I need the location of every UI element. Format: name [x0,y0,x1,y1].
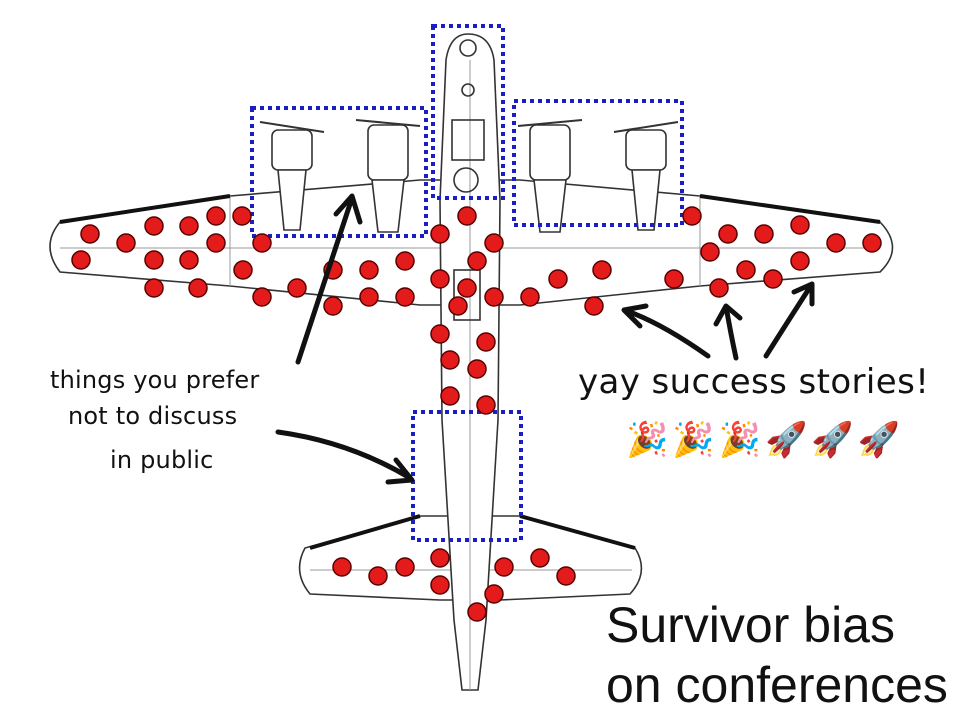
engine-inner-right [517,119,583,233]
engine-inner-left [355,119,421,233]
hit-dot [467,251,487,271]
party-popper-icon: 🎉 [672,420,719,460]
hit-dot [395,251,415,271]
hit-dot [682,206,702,226]
hit-dot [232,206,252,226]
hit-dot [368,566,388,586]
hit-dot [457,206,477,226]
hit-dot [287,278,307,298]
hit-dot [188,278,208,298]
bullet-hits [71,206,882,622]
hit-dot [144,216,164,236]
hit-dot [116,233,136,253]
undamaged-zones [250,24,684,542]
hit-dot [592,260,612,280]
rocket-icon: 🚀 [811,420,858,460]
hit-dot [206,233,226,253]
hit-dot [323,296,343,316]
hit-dot [790,215,810,235]
dashed-box-left-engines [250,106,428,238]
left-note-line-3: in public [110,446,214,474]
hit-dot [709,278,729,298]
hit-dot [754,224,774,244]
hit-dot [332,557,352,577]
hit-dot [144,278,164,298]
hit-dot [395,557,415,577]
hit-dot [826,233,846,253]
left-note-line-2: not to discuss [68,402,238,430]
arrow-to-engines [295,193,363,365]
engine-outer-left [259,121,325,231]
hit-dot [556,566,576,586]
hit-dot [476,332,496,352]
hit-dot [206,206,226,226]
hit-dot [763,269,783,289]
hit-dot [862,233,882,253]
hit-dot [252,287,272,307]
hit-dot [430,575,450,595]
arrow-success-2 [713,303,743,361]
hit-dot [790,251,810,271]
hit-dot [700,242,720,262]
hit-dot [467,359,487,379]
hit-dot [430,224,450,244]
rocket-icon: 🚀 [857,420,905,460]
title-line-2: on conferences [606,657,948,713]
hit-dot [233,260,253,280]
hit-dot [440,350,460,370]
hit-dot [395,287,415,307]
hit-dot [252,233,272,253]
hit-dot [80,224,100,244]
hit-dot [430,324,450,344]
dashed-box-tail [411,410,523,542]
hit-dot [484,287,504,307]
hit-dot [144,250,164,270]
dashed-box-right-engines [512,99,684,227]
hit-dot [448,296,468,316]
hit-dot [484,584,504,604]
hit-dot [530,548,550,568]
hand-arrows [275,193,815,485]
hit-dot [520,287,540,307]
hit-dot [476,395,496,415]
rocket-icon: 🚀 [765,420,812,460]
hit-dot [484,233,504,253]
hit-dot [584,296,604,316]
hit-dot [548,269,568,289]
hit-dot [179,250,199,270]
arrow-to-tail [275,429,415,485]
arrow-success-1 [621,303,711,359]
party-popper-icon: 🎉 [718,420,766,460]
hit-dot [71,250,91,270]
hit-dot [359,260,379,280]
engine-outer-right [613,121,679,231]
arrow-success-3 [763,281,815,359]
hit-dot [430,548,450,568]
emoji-row: 🎉🎉🎉🚀🚀🚀 [626,420,904,460]
dashed-box-cockpit [431,24,505,200]
hit-dot [359,287,379,307]
hit-dot [494,557,514,577]
hit-dot [718,224,738,244]
hit-dot [440,386,460,406]
hit-dot [664,269,684,289]
hit-dot [467,602,487,622]
success-stories-note: yay success stories! [578,362,930,402]
party-popper-icon: 🎉 [626,420,673,460]
hit-dot [736,260,756,280]
hit-dot [179,216,199,236]
hit-dot [430,269,450,289]
hit-dot [457,278,477,298]
left-note-line-1: things you prefer [50,366,260,394]
title-line-1: Survivor bias [606,597,895,653]
